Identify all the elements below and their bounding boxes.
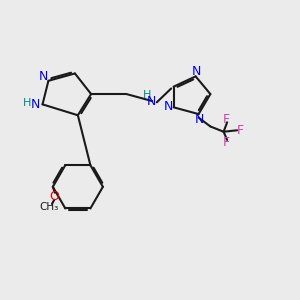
Text: N: N [38, 70, 48, 83]
Text: H: H [143, 90, 151, 100]
Text: N: N [164, 100, 173, 113]
Text: N: N [31, 98, 40, 111]
Text: F: F [223, 113, 230, 126]
Text: F: F [223, 136, 230, 149]
Text: N: N [191, 65, 201, 78]
Text: F: F [237, 124, 244, 137]
Text: N: N [194, 113, 204, 126]
Text: N: N [147, 94, 157, 108]
Text: CH₃: CH₃ [39, 202, 58, 212]
Text: O: O [50, 190, 59, 203]
Text: H: H [23, 98, 32, 108]
